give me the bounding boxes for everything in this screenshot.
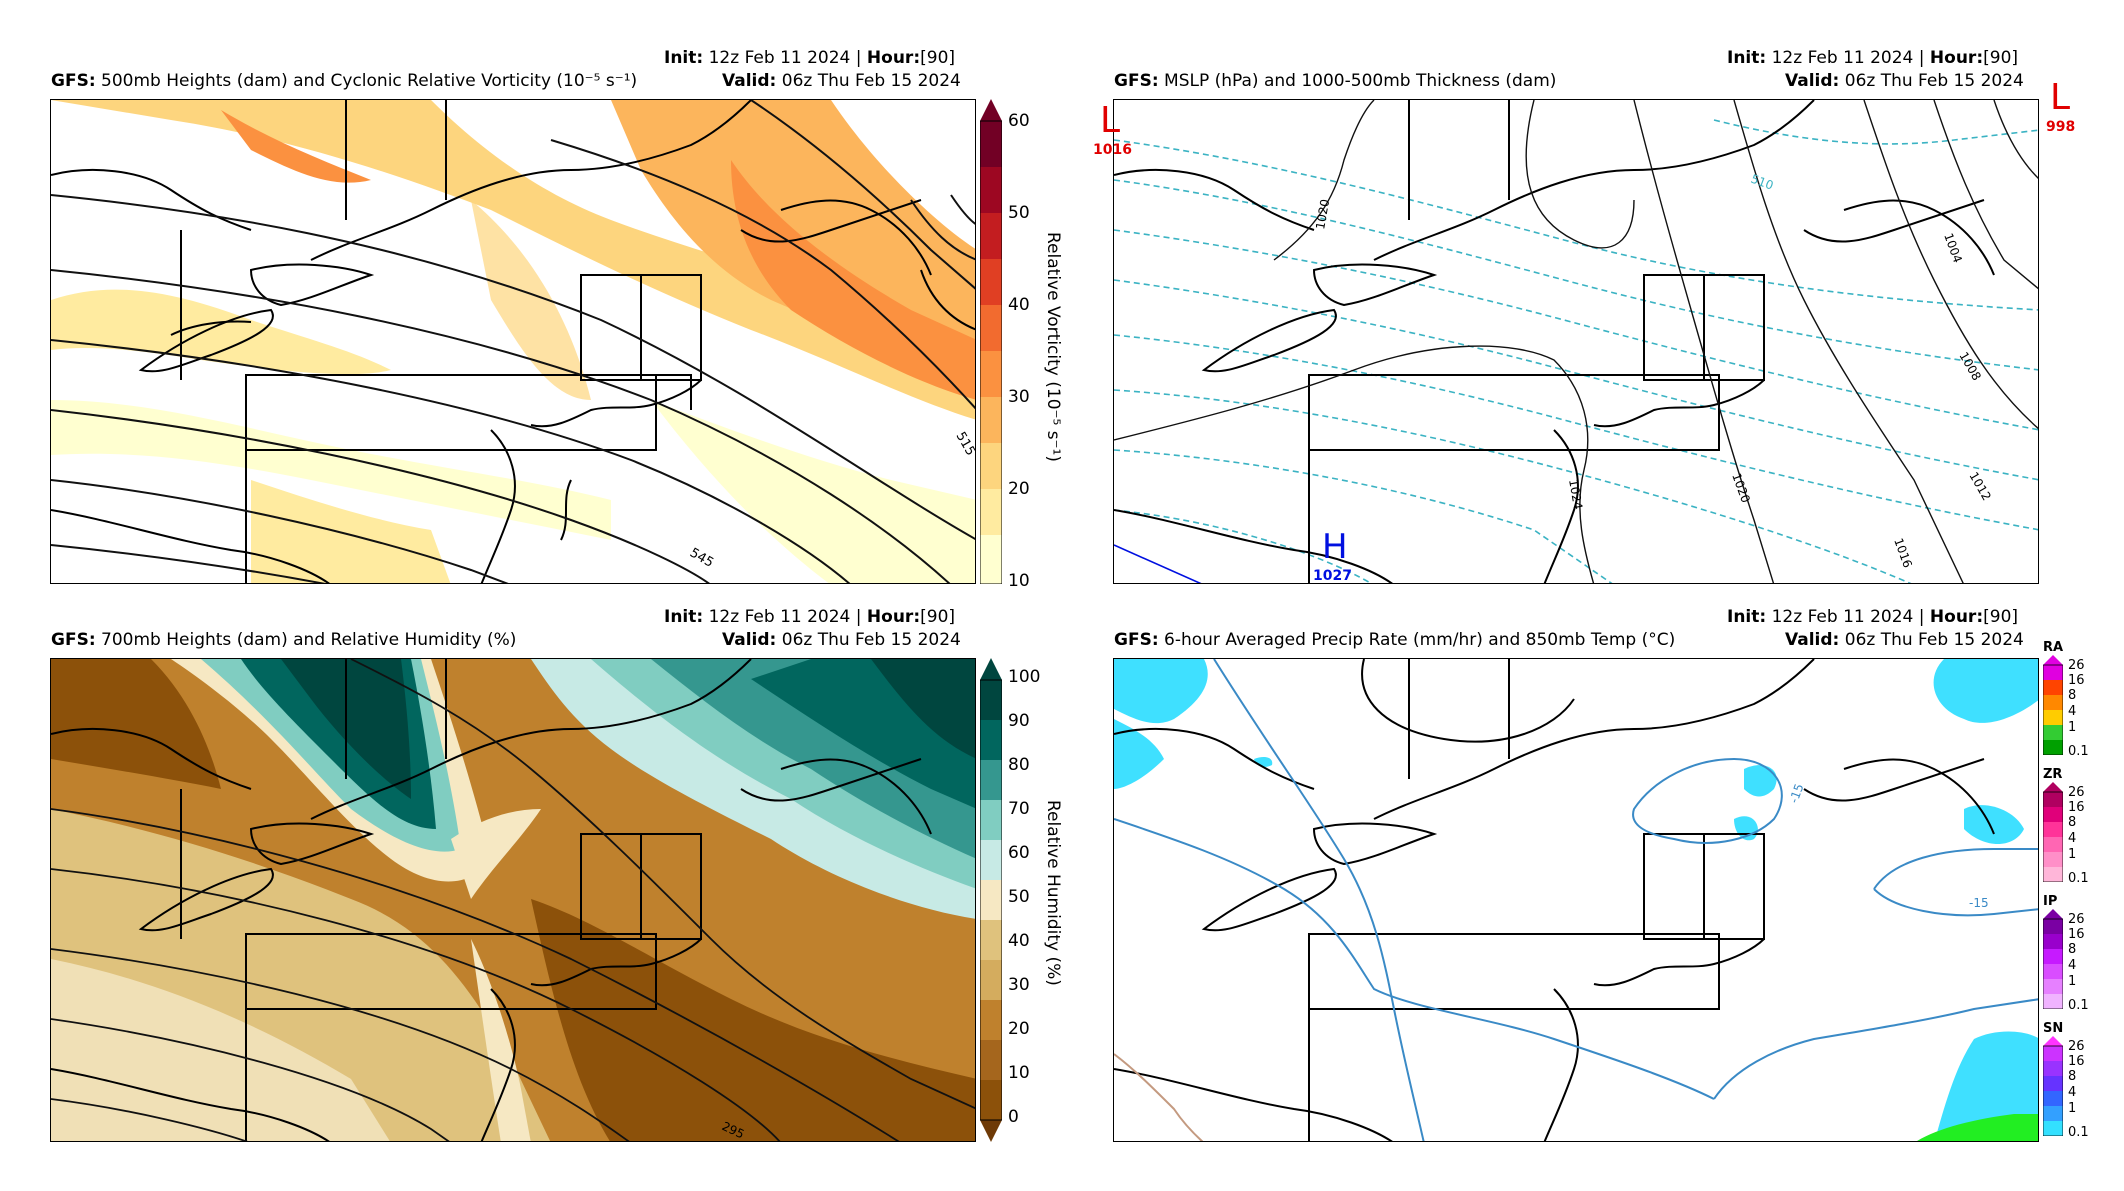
contour-label: 545 — [687, 545, 716, 570]
colorbar-tick: 20 — [1008, 1019, 1030, 1039]
colorbar-label: Relative Humidity (%) — [1043, 800, 1063, 986]
colorbar-tick: 26 — [2068, 912, 2085, 927]
colorbar-tick: 26 — [2068, 1039, 2085, 1054]
panel-title: GFS: 700mb Heights (dam) and Relative Hu… — [51, 630, 517, 650]
snow-colorbar — [2043, 1036, 2063, 1136]
colorbar-tick: 10 — [1008, 571, 1030, 591]
colorbar-tick: 60 — [1008, 843, 1030, 863]
panel-title: GFS: 500mb Heights (dam) and Cyclonic Re… — [51, 71, 638, 91]
vorticity-map: 515 545 — [50, 99, 976, 584]
ice-pellets-colorbar — [2043, 909, 2063, 1009]
ice-pellets-colorbar-label: IP — [2043, 894, 2058, 909]
valid-line: Valid: 06z Thu Feb 15 2024 — [1785, 630, 2024, 650]
panel-title: GFS: 6-hour Averaged Precip Rate (mm/hr)… — [1114, 630, 1676, 650]
colorbar-label: Relative Vorticity (10⁻⁵ s⁻¹) — [1043, 232, 1063, 462]
colorbar-tick: 16 — [2068, 800, 2085, 815]
vorticity-colorbar — [979, 99, 1003, 585]
colorbar-tick: 50 — [1008, 887, 1030, 907]
colorbar-tick: 0.1 — [2068, 871, 2089, 886]
init-line: Init: 12z Feb 11 2024 | Hour:[90] — [1727, 607, 2019, 627]
high-pressure-value: 1027 — [1313, 568, 1352, 584]
colorbar-tick: 40 — [1008, 931, 1030, 951]
colorbar-tick: 8 — [2068, 815, 2077, 830]
colorbar-tick: 1 — [2068, 847, 2077, 862]
colorbar-tick: 0.1 — [2068, 1125, 2089, 1140]
colorbar-tick: 80 — [1008, 755, 1030, 775]
init-line: Init: 12z Feb 11 2024 | Hour:[90] — [664, 607, 956, 627]
colorbar-tick: 16 — [2068, 1054, 2085, 1069]
colorbar-tick: 4 — [2068, 831, 2077, 846]
init-line: Init: 12z Feb 11 2024 | Hour:[90] — [664, 48, 956, 68]
colorbar-tick: 1 — [2068, 974, 2077, 989]
colorbar-tick: 0.1 — [2068, 744, 2089, 759]
colorbar-tick: 0.1 — [2068, 998, 2089, 1013]
snow-colorbar-label: SN — [2043, 1021, 2064, 1036]
rh-map: 295 — [50, 658, 976, 1142]
low-pressure-value: 998 — [2046, 119, 2076, 135]
contour-label: 1020 — [1729, 471, 1753, 504]
colorbar-tick: 8 — [2068, 1069, 2077, 1084]
contour-label: 515 — [953, 430, 976, 459]
colorbar-tick: 1 — [2068, 1101, 2077, 1116]
colorbar-tick: 30 — [1008, 975, 1030, 995]
colorbar-tick: 70 — [1008, 799, 1030, 819]
valid-line: Valid: 06z Thu Feb 15 2024 — [1785, 71, 2024, 91]
mslp-map: 1020 1008 1012 1020 1024 1016 510 1004 — [1113, 99, 2039, 584]
low-pressure-value: 1016 — [1093, 142, 1132, 158]
colorbar-tick: 26 — [2068, 785, 2085, 800]
colorbar-tick: 1 — [2068, 720, 2077, 735]
valid-line: Valid: 06z Thu Feb 15 2024 — [722, 630, 961, 650]
rain-colorbar-label: RA — [2043, 640, 2064, 655]
colorbar-tick: 20 — [1008, 479, 1030, 499]
colorbar-tick: 4 — [2068, 1085, 2077, 1100]
rh-colorbar — [979, 658, 1003, 1142]
colorbar-tick: 90 — [1008, 711, 1030, 731]
init-line: Init: 12z Feb 11 2024 | Hour:[90] — [1727, 48, 2019, 68]
freezing-rain-colorbar-label: ZR — [2043, 767, 2063, 782]
contour-label: 1016 — [1891, 536, 1915, 569]
contour-label: -15 — [1969, 896, 1989, 910]
colorbar-tick: 10 — [1008, 1063, 1030, 1083]
contour-label: 1024 — [1566, 478, 1585, 511]
contour-label: 510 — [1749, 172, 1775, 193]
colorbar-tick: 40 — [1008, 295, 1030, 315]
low-pressure-symbol: L — [1100, 100, 1121, 141]
colorbar-tick: 50 — [1008, 203, 1030, 223]
colorbar-tick: 30 — [1008, 387, 1030, 407]
colorbar-tick: 4 — [2068, 704, 2077, 719]
colorbar-tick: 100 — [1008, 667, 1041, 687]
panel-title: GFS: MSLP (hPa) and 1000-500mb Thickness… — [1114, 71, 1557, 91]
colorbar-tick: 60 — [1008, 111, 1030, 131]
colorbar-tick: 16 — [2068, 927, 2085, 942]
contour-label: 1020 — [1313, 198, 1332, 231]
colorbar-tick: 8 — [2068, 688, 2077, 703]
freezing-rain-colorbar — [2043, 782, 2063, 882]
low-pressure-symbol: L — [2050, 77, 2071, 118]
contour-label: -15 — [1787, 782, 1807, 805]
colorbar-tick: 0 — [1008, 1107, 1019, 1127]
rain-colorbar — [2043, 655, 2063, 755]
colorbar-tick: 8 — [2068, 942, 2077, 957]
contour-label: 1004 — [1941, 231, 1965, 264]
colorbar-tick: 26 — [2068, 658, 2085, 673]
precip-map: -15 -15 — [1113, 658, 2039, 1142]
valid-line: Valid: 06z Thu Feb 15 2024 — [722, 71, 961, 91]
colorbar-tick: 16 — [2068, 673, 2085, 688]
contour-label: 1008 — [1956, 350, 1983, 383]
colorbar-tick: 4 — [2068, 958, 2077, 973]
high-pressure-symbol: H — [1322, 527, 1348, 567]
contour-label: 1012 — [1966, 470, 1993, 503]
